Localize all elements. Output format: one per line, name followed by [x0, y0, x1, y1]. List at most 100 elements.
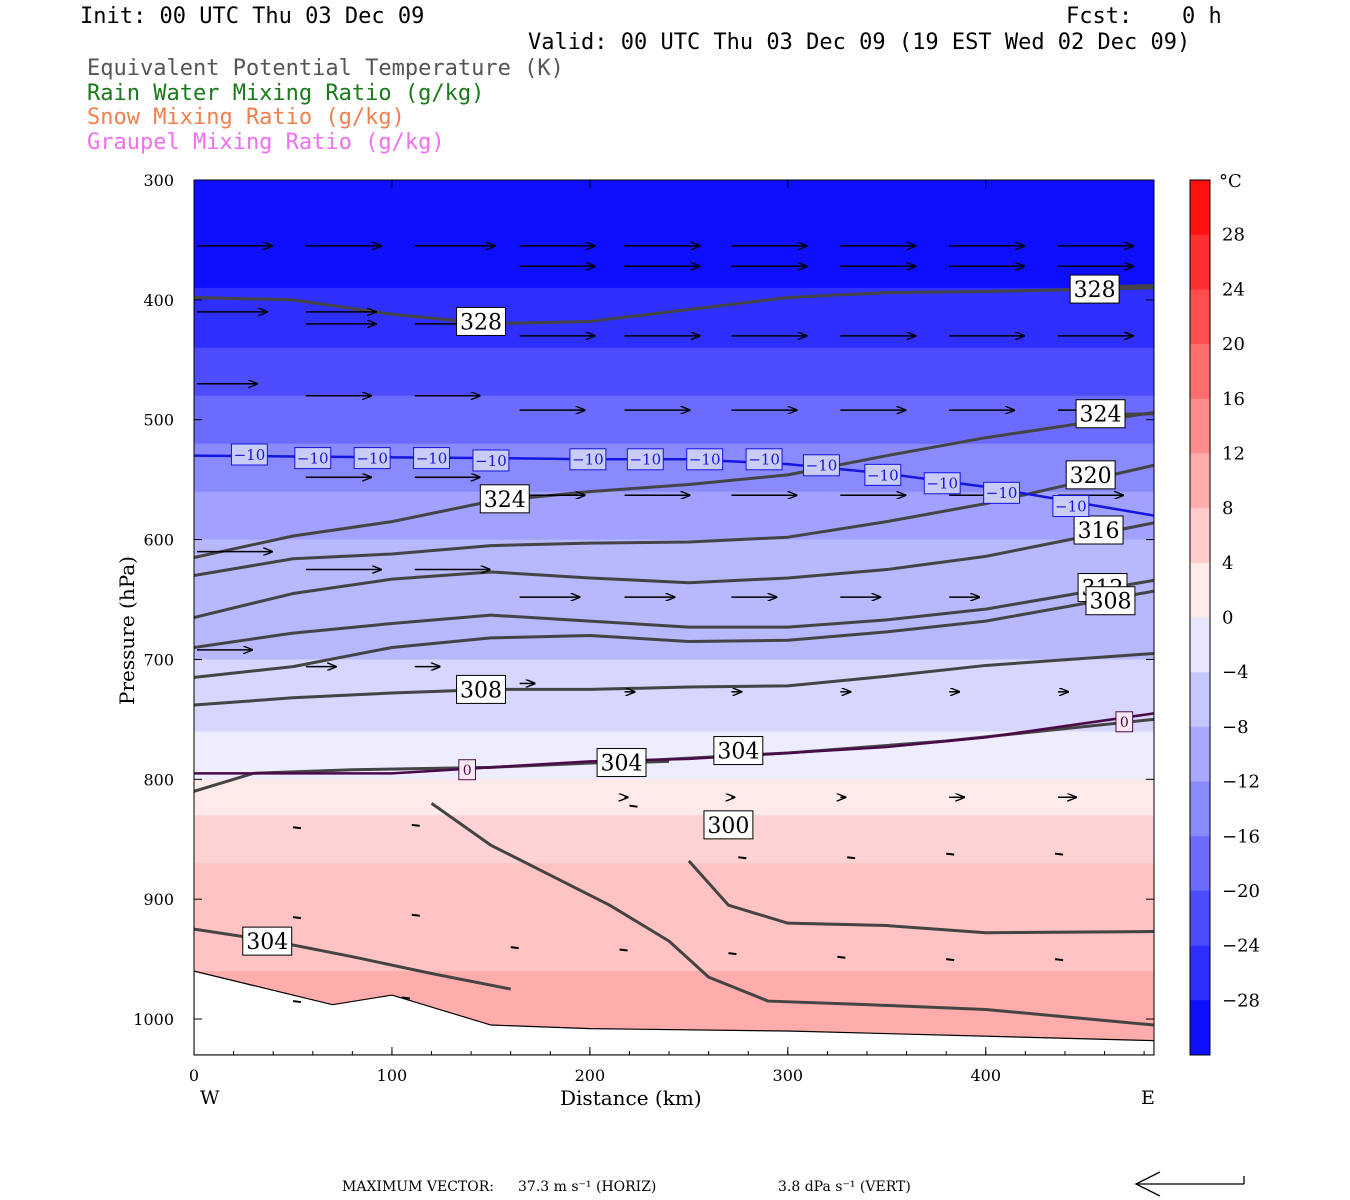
minus10-label-1-box	[294, 447, 332, 470]
colorbar-tick-label-8: −4	[1222, 662, 1249, 683]
minus10-label-13-text: −10	[1055, 497, 1087, 515]
wind-vector-small-16	[401, 996, 410, 1000]
zero-isotherm-label-1: 0	[1115, 711, 1134, 733]
axes: 0 100 200 300 400 300 400 500 600 700 800 900 1000	[133, 171, 1154, 1085]
minus10-label-7: −10	[686, 448, 724, 471]
minus10-label-6-text: −10	[629, 451, 661, 469]
y-tick-label-2: 500	[143, 411, 174, 430]
minus10-label-12: −10	[983, 481, 1021, 504]
theta-e-label-0-text: 328	[460, 310, 502, 335]
theta-e-contour-4	[194, 463, 1154, 578]
y-tick-label-4: 700	[143, 650, 174, 669]
theta-e-label-2-text: 324	[484, 488, 526, 513]
minus10-label-13-box	[1052, 495, 1090, 518]
colorbar-unit: °C	[1219, 171, 1242, 192]
wind-vector-small-15	[292, 1000, 302, 1004]
y-tick-label-5: 800	[143, 770, 174, 789]
temp-band-9	[194, 779, 1154, 817]
colorbar-seg-8	[1190, 617, 1210, 673]
minus10-label-10-box	[864, 463, 902, 486]
colorbar: 28 24 20 16 12 8 4 0 −4 −8 −12 −16 −20 −24 −28	[1189, 179, 1260, 1056]
legend-graupel: Graupel Mixing Ratio (g/kg)	[87, 130, 445, 155]
y-tick-label-7: 1000	[133, 1010, 174, 1029]
colorbar-tick-label-7: 0	[1222, 608, 1233, 629]
y-tick-label-0: 300	[143, 171, 174, 190]
theta-e-contours	[194, 283, 1154, 1027]
minus10-label-12-text: −10	[986, 484, 1018, 502]
theta-e-label-12-box	[703, 810, 754, 840]
colorbar-seg-2	[1190, 289, 1210, 345]
contour-labels: 3283283243243203163123083083043043043000…	[230, 274, 1136, 956]
colorbar-seg-6	[1190, 508, 1210, 564]
theta-e-label-2-box	[479, 484, 530, 514]
theta-e-label-8-text: 308	[460, 678, 502, 703]
legend-theta-e: Equivalent Potential Temperature (K)	[87, 56, 564, 81]
minus10-label-10: −10	[864, 463, 902, 486]
temp-band-2	[194, 347, 1154, 397]
zero-isotherm-label-0-box	[458, 759, 476, 781]
minus10-label-2: −10	[353, 447, 391, 470]
zero-isotherm-label-0-text: 0	[463, 763, 472, 779]
colorbar-seg-4	[1190, 398, 1210, 454]
theta-e-label-10-box	[596, 748, 647, 778]
theta-e-label-11: 304	[242, 926, 293, 956]
theta-e-label-5-box	[1073, 515, 1124, 545]
minus10-label-7-box	[686, 448, 724, 471]
colorbar-seg-1	[1190, 234, 1210, 290]
minus10-label-9-box	[803, 454, 840, 477]
theta-e-label-5-text: 316	[1078, 519, 1120, 544]
legend-rain: Rain Water Mixing Ratio (g/kg)	[87, 81, 485, 106]
theta-e-label-7: 308	[1085, 586, 1136, 616]
wind-vector-small-8	[411, 913, 420, 917]
colorbar-tick-label-2: 20	[1222, 334, 1245, 355]
temp-band-0	[194, 180, 1154, 289]
colorbar-tick-label-13: −24	[1222, 936, 1260, 957]
theta-e-label-1-box	[1069, 274, 1120, 304]
wind-vector-small-13	[946, 958, 955, 962]
theta-e-label-9: 304	[713, 736, 764, 766]
minus10-label-7-text: −10	[689, 451, 721, 469]
colorbar-tick-label-11: −16	[1222, 826, 1260, 847]
forecast-hour-value: 0 h	[1182, 4, 1222, 29]
colorbar-tick-label-1: 24	[1222, 279, 1245, 300]
temp-band-11	[194, 863, 1154, 973]
y-axis-label: Pressure (hPa)	[115, 556, 139, 705]
colorbar-seg-15	[1190, 1000, 1210, 1056]
minus10-label-6: −10	[626, 448, 664, 471]
reference-vector-arrow	[1134, 1171, 1245, 1197]
theta-e-label-1-text: 328	[1074, 278, 1116, 303]
temp-band-3	[194, 395, 1154, 445]
theta-e-label-9-text: 304	[717, 739, 759, 764]
theta-e-label-11-box	[242, 926, 293, 956]
colorbar-tick-label-3: 16	[1222, 389, 1245, 410]
theta-e-contour-7	[194, 589, 1154, 679]
forecast-hour-label: Fcst:	[1066, 4, 1133, 29]
colorbar-seg-7	[1190, 562, 1210, 618]
wind-vector-small-11	[728, 952, 737, 956]
x-axis-west: W	[200, 1087, 220, 1109]
colorbar-seg-5	[1190, 453, 1210, 509]
minus10-label-5-text: −10	[572, 451, 604, 469]
theta-e-contour-0	[194, 286, 1154, 326]
minus10-label-0: −10	[230, 443, 268, 466]
minus10-label-3-box	[413, 447, 450, 470]
y-tick-label-6: 900	[143, 890, 174, 909]
theta-e-label-0: 328	[456, 306, 506, 336]
colorbar-seg-12	[1190, 836, 1210, 892]
minus10-label-4-text: −10	[475, 452, 507, 470]
theta-e-label-9-box	[713, 736, 764, 766]
minus10-label-2-text: −10	[356, 449, 388, 467]
theta-e-label-3-text: 324	[1080, 403, 1122, 428]
minus10-label-3: −10	[413, 447, 450, 470]
theta-e-contour-12	[430, 802, 1154, 1027]
theta-e-contour-8	[194, 651, 1154, 707]
theta-e-label-11-text: 304	[246, 930, 288, 955]
colorbar-seg-10	[1190, 726, 1210, 783]
x-axis-label: Distance (km)	[560, 1086, 702, 1110]
max-vector-vert: 3.8 dPa s⁻¹ (VERT)	[778, 1179, 911, 1195]
minus10-label-4-box	[472, 449, 510, 472]
minus10-label-8-text: −10	[748, 451, 780, 469]
minus10-label-12-box	[983, 481, 1021, 504]
zero-isotherm-label-1-box	[1115, 711, 1134, 733]
